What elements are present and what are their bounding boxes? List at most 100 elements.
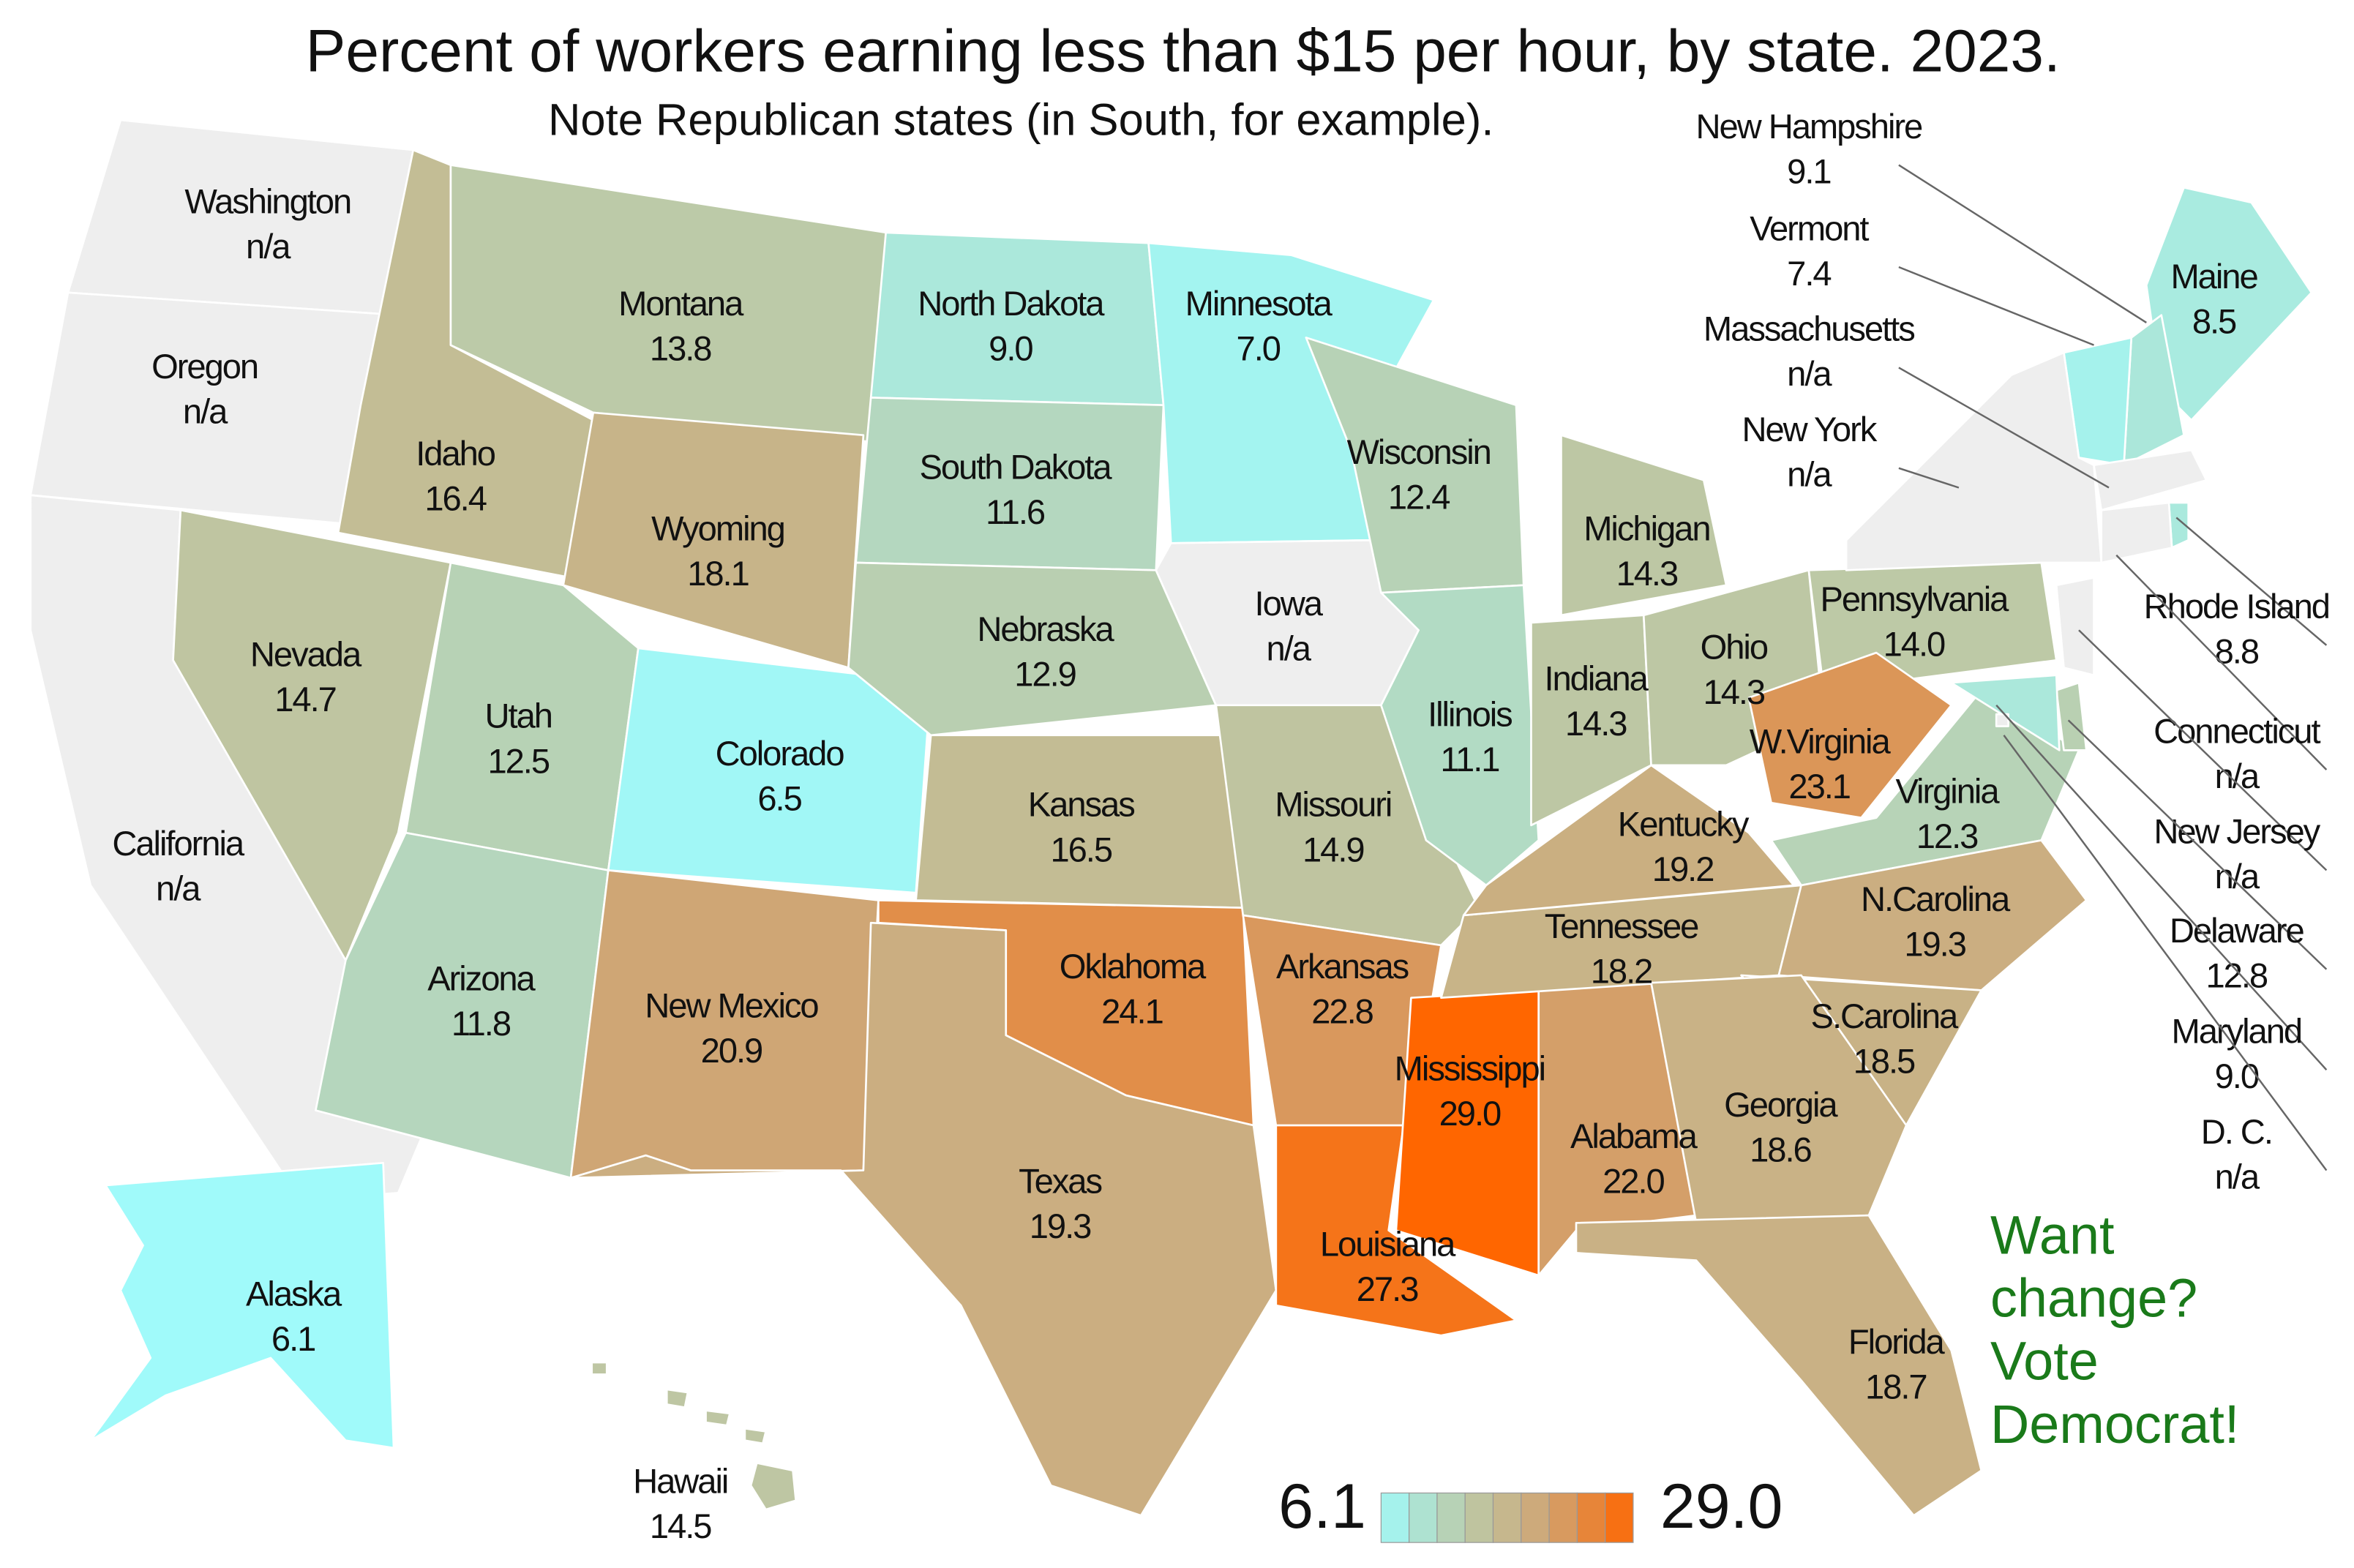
state-value: 19.3 xyxy=(1030,1207,1091,1245)
state-name: New Mexico xyxy=(645,986,818,1025)
state-region xyxy=(1462,764,1795,917)
state-value: 18.6 xyxy=(1750,1130,1811,1169)
state-value: n/a xyxy=(2215,1157,2260,1196)
state-name: Vermont xyxy=(1750,209,1869,247)
leader-line xyxy=(2175,517,2328,646)
state-name: Georgia xyxy=(1724,1085,1838,1124)
state-region xyxy=(172,509,452,961)
state-value: 12.3 xyxy=(1916,817,1978,855)
state-region xyxy=(591,1361,797,1511)
state-value: 12.5 xyxy=(487,741,549,780)
state-name: Alabama xyxy=(1570,1117,1698,1155)
state-name: Delaware xyxy=(2170,911,2304,950)
state-region xyxy=(1650,974,1908,1224)
legend-swatch xyxy=(1548,1492,1578,1543)
state-value: 6.5 xyxy=(757,779,801,818)
state-region xyxy=(569,921,1278,1517)
state-name: Ohio xyxy=(1701,627,1768,666)
map-subtitle: Note Republican states (in South, for ex… xyxy=(548,94,1494,145)
state-name: Pennsylvania xyxy=(1820,579,2009,618)
state-value: 12.9 xyxy=(1014,654,1076,693)
state-name: Wisconsin xyxy=(1346,432,1490,471)
state-value: 20.9 xyxy=(701,1031,762,1070)
state-name: Texas xyxy=(1019,1161,1101,1200)
legend-swatch xyxy=(1576,1492,1606,1543)
state-value: n/a xyxy=(183,391,228,430)
state-value: n/a xyxy=(1787,455,1832,494)
state-value: 22.0 xyxy=(1603,1161,1664,1200)
state-region xyxy=(2055,577,2095,677)
state-name: South Dakota xyxy=(919,447,1112,486)
leader-line xyxy=(2067,719,2328,970)
state-value: 14.0 xyxy=(1883,624,1945,663)
state-value: 7.4 xyxy=(1787,254,1831,293)
state-name: New Jersey xyxy=(2154,812,2320,851)
state-value: 11.8 xyxy=(451,1004,511,1043)
legend-swatch xyxy=(1436,1492,1466,1543)
state-name: Wyoming xyxy=(651,509,784,547)
state-name: D. C. xyxy=(2201,1112,2272,1151)
state-region xyxy=(2100,501,2173,564)
state-name: Nebraska xyxy=(977,609,1114,648)
state-value: n/a xyxy=(2215,857,2260,896)
state-value: 18.2 xyxy=(1591,951,1652,990)
legend-swatch xyxy=(1464,1492,1494,1543)
state-value: 29.0 xyxy=(1439,1094,1501,1133)
state-name: Minnesota xyxy=(1185,284,1333,323)
map-title: Percent of workers earning less than $15… xyxy=(306,18,2061,85)
state-name: Arkansas xyxy=(1276,947,1409,986)
state-name: Mississippi xyxy=(1395,1049,1545,1088)
state-value: n/a xyxy=(1267,629,1312,667)
state-value: 14.9 xyxy=(1302,830,1364,869)
state-value: 13.8 xyxy=(650,329,711,367)
state-name: W.Virginia xyxy=(1750,722,1892,761)
state-value: 16.5 xyxy=(1050,830,1112,869)
state-name: Rhode Island xyxy=(2144,587,2329,626)
state-value: 18.7 xyxy=(1865,1367,1927,1406)
state-name: Florida xyxy=(1848,1322,1946,1361)
state-region xyxy=(1845,351,2103,571)
state-value: 9.0 xyxy=(2215,1057,2259,1095)
annotation-line: Vote xyxy=(1990,1331,2099,1392)
state-value: 14.3 xyxy=(1616,554,1678,593)
state-name: Connecticut xyxy=(2154,711,2320,750)
state-name: Washington xyxy=(184,181,351,220)
leader-line xyxy=(2078,629,2328,871)
state-value: 18.5 xyxy=(1853,1041,1915,1080)
state-name: Nevada xyxy=(250,635,362,674)
state-value: 6.1 xyxy=(271,1319,315,1358)
state-name: Iowa xyxy=(1255,584,1324,623)
state-name: Louisiana xyxy=(1320,1225,1456,1264)
state-name: Idaho xyxy=(416,434,495,473)
state-name: Hawaii xyxy=(633,1462,727,1501)
state-name: New Hampshire xyxy=(1695,107,1922,146)
leader-line xyxy=(2115,554,2328,770)
state-value: n/a xyxy=(156,869,201,908)
state-value: 8.8 xyxy=(2215,632,2259,671)
state-value: 12.8 xyxy=(2206,956,2268,995)
state-name: Kansas xyxy=(1028,785,1134,824)
state-region xyxy=(1575,1214,1983,1517)
annotation-line: Democrat! xyxy=(1990,1394,2239,1455)
state-region xyxy=(1380,584,1540,887)
legend-max: 29.0 xyxy=(1660,1471,1783,1542)
state-name: Michigan xyxy=(1583,509,1709,547)
state-region xyxy=(847,561,1218,737)
state-value: 14.5 xyxy=(650,1507,711,1545)
legend-swatch xyxy=(1380,1492,1410,1543)
leader-line xyxy=(1898,164,2147,323)
state-region xyxy=(1747,651,1953,819)
state-name: Tennessee xyxy=(1545,907,1698,945)
annotation-line: Want xyxy=(1990,1204,2115,1265)
state-name: Kentucky xyxy=(1618,804,1750,843)
state-region xyxy=(1560,434,1728,617)
state-name: Illinois xyxy=(1428,695,1512,734)
state-value: 27.3 xyxy=(1357,1269,1418,1308)
legend-min: 6.1 xyxy=(1278,1471,1366,1542)
leader-line xyxy=(1898,367,2110,489)
state-value: 9.0 xyxy=(989,329,1032,367)
legend-swatch xyxy=(1409,1492,1438,1543)
state-name: Alaska xyxy=(246,1274,342,1313)
